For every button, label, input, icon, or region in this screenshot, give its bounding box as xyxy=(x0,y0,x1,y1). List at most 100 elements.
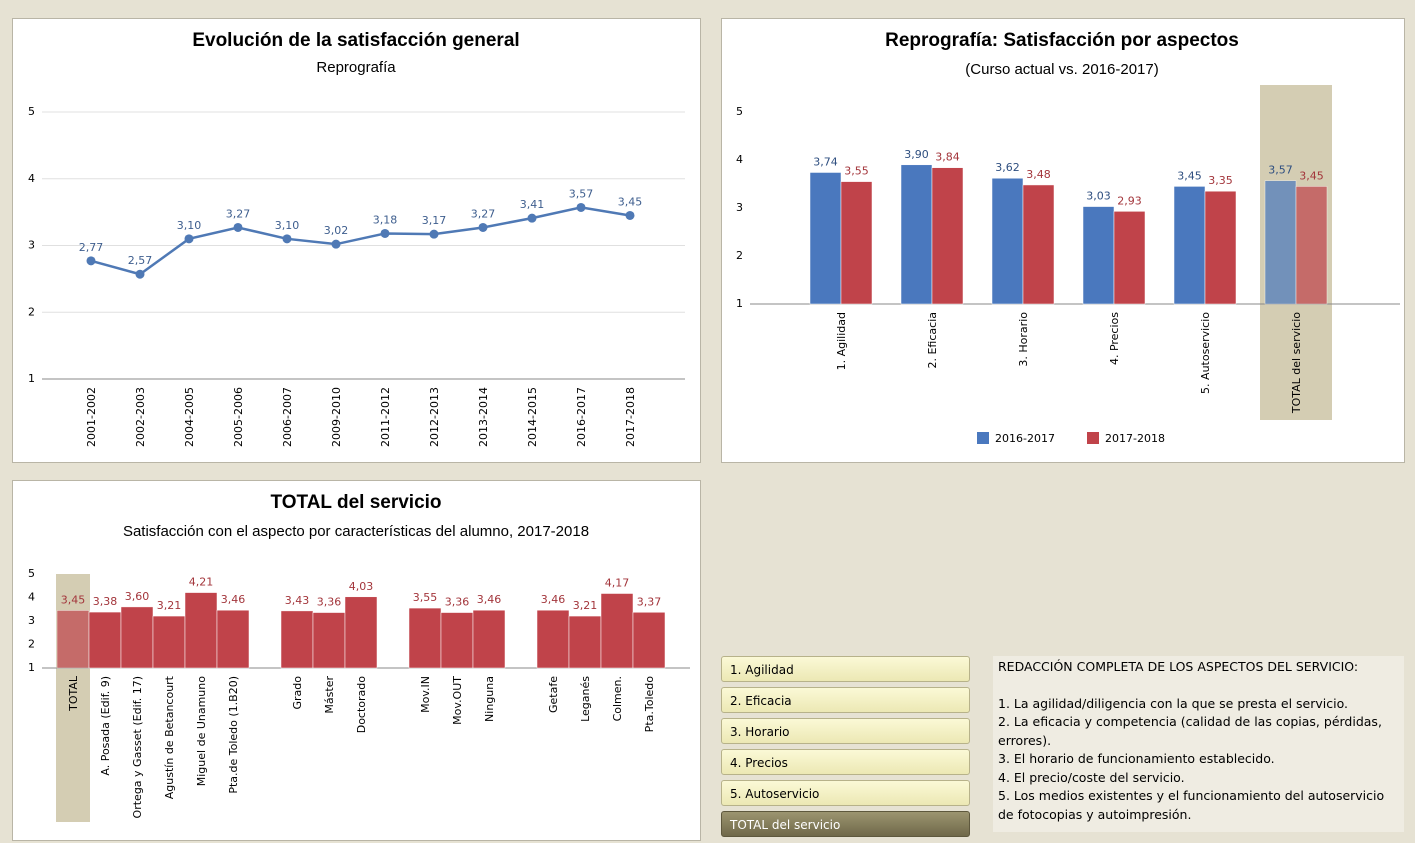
bar xyxy=(568,615,602,669)
point xyxy=(478,222,488,232)
point xyxy=(380,228,390,238)
bar xyxy=(344,596,378,669)
x-tick-label: 2001-2002 xyxy=(85,387,98,447)
x-tick-label: 4. Precios xyxy=(1108,312,1121,365)
bar xyxy=(1204,190,1237,305)
description: REDACCIÓN COMPLETA DE LOS ASPECTOS DEL S… xyxy=(993,656,1404,832)
x-tick-label: Agustín de Betancourt xyxy=(163,675,176,799)
bar xyxy=(632,612,666,669)
x-tick-label: TOTAL xyxy=(67,675,80,712)
legend-swatch xyxy=(1087,432,1099,444)
chart-subtitle: Reprografía xyxy=(316,59,396,76)
point xyxy=(625,210,635,220)
bar xyxy=(120,606,154,669)
data-label: 3,17 xyxy=(422,214,447,227)
data-label: 3,45 xyxy=(61,593,86,606)
x-tick-label: 2014-2015 xyxy=(526,387,539,447)
description-items: 1. La agilidad/diligencia con la que se … xyxy=(998,695,1399,825)
x-tick-label: 2013-2014 xyxy=(477,387,490,447)
y-tick-label: 1 xyxy=(736,297,743,310)
x-tick-label: A. Posada (Edif. 9) xyxy=(99,676,112,776)
bar xyxy=(809,172,842,305)
y-tick-label: 4 xyxy=(736,153,743,166)
description-item: 3. El horario de funcionamiento establec… xyxy=(998,751,1275,766)
legend-label: 2017-2018 xyxy=(1105,432,1165,445)
data-label: 3,46 xyxy=(541,593,566,606)
x-tick-label: 2006-2007 xyxy=(281,387,294,447)
x-tick-label: 2011-2012 xyxy=(379,387,392,447)
data-label: 3,62 xyxy=(995,161,1020,174)
aspect-button[interactable]: 4. Precios xyxy=(721,749,970,775)
bar xyxy=(1022,184,1055,305)
bar xyxy=(280,610,314,669)
chart-title: TOTAL del servicio xyxy=(270,492,441,513)
data-label: 3,21 xyxy=(157,599,182,612)
data-label: 3,55 xyxy=(844,165,869,178)
point xyxy=(527,213,537,223)
chart-title: Evolución de la satisfacción general xyxy=(192,30,519,51)
data-label: 3,27 xyxy=(226,207,251,220)
x-tick-label: Colmen. xyxy=(611,676,624,721)
bar xyxy=(56,610,90,669)
description-item: 2. La eficacia y competencia (calidad de… xyxy=(998,714,1382,748)
x-tick-label: 2005-2006 xyxy=(232,387,245,447)
x-tick-label: 2. Eficacia xyxy=(926,312,939,369)
description-item: 4. El precio/coste del servicio. xyxy=(998,769,1185,785)
description-item: 1. La agilidad/diligencia con la que se … xyxy=(998,695,1348,711)
description-item: 5. Los medios existentes y el funcionami… xyxy=(998,788,1385,822)
data-label: 3,90 xyxy=(904,148,929,161)
x-tick-label: Grado xyxy=(291,676,304,710)
legend-label: 2016-2017 xyxy=(995,432,1055,445)
bar xyxy=(1264,180,1297,305)
bar xyxy=(900,164,933,305)
data-label: 2,93 xyxy=(1117,194,1142,207)
legend-swatch xyxy=(977,432,989,444)
x-tick-label: Pta.de Toledo (1.B20) xyxy=(227,676,240,794)
data-label: 2,77 xyxy=(79,241,104,254)
bar xyxy=(216,609,250,669)
point xyxy=(429,229,439,239)
data-label: 3,46 xyxy=(477,593,502,606)
data-label: 4,17 xyxy=(605,577,630,590)
aspect-button[interactable]: 3. Horario xyxy=(721,718,970,744)
bar xyxy=(931,167,964,305)
data-label: 3,02 xyxy=(324,224,349,237)
line xyxy=(90,206,631,276)
point xyxy=(86,256,96,266)
bar xyxy=(1173,186,1206,305)
point xyxy=(184,234,194,244)
data-label: 3,45 xyxy=(1299,169,1324,182)
aspect-button[interactable]: 1. Agilidad xyxy=(721,656,970,682)
x-tick-label: Ninguna xyxy=(483,676,496,722)
x-tick-label: 3. Horario xyxy=(1017,312,1030,367)
data-label: 3,38 xyxy=(93,595,118,608)
bar xyxy=(991,177,1024,305)
y-tick-label: 5 xyxy=(736,105,743,118)
bar xyxy=(440,612,474,669)
bar xyxy=(600,593,634,669)
data-label: 3,57 xyxy=(1268,164,1293,177)
data-label: 3,45 xyxy=(1177,169,1202,182)
data-label: 3,03 xyxy=(1086,190,1111,203)
aspect-button[interactable]: TOTAL del servicio xyxy=(721,811,970,837)
x-tick-label: Getafe xyxy=(547,676,560,713)
aspect-button[interactable]: 5. Autoservicio xyxy=(721,780,970,806)
bar xyxy=(152,615,186,669)
x-tick-label: 2009-2010 xyxy=(330,387,343,447)
bar xyxy=(312,612,346,669)
y-tick-label: 5 xyxy=(28,567,35,580)
x-tick-label: Miguel de Unamuno xyxy=(195,676,208,786)
x-tick-label: Leganés xyxy=(579,676,592,722)
data-label: 3,35 xyxy=(1208,174,1233,187)
data-label: 3,37 xyxy=(637,595,662,608)
chart-subtitle: (Curso actual vs. 2016-2017) xyxy=(965,61,1158,78)
data-label: 3,55 xyxy=(413,591,438,604)
data-label: 3,84 xyxy=(935,151,960,164)
y-tick-label: 3 xyxy=(736,201,743,214)
x-tick-label: 2004-2005 xyxy=(183,387,196,447)
x-tick-label: Mov.OUT xyxy=(451,676,464,725)
point xyxy=(282,234,292,244)
y-tick-label: 3 xyxy=(28,614,35,627)
aspect-button[interactable]: 2. Eficacia xyxy=(721,687,970,713)
